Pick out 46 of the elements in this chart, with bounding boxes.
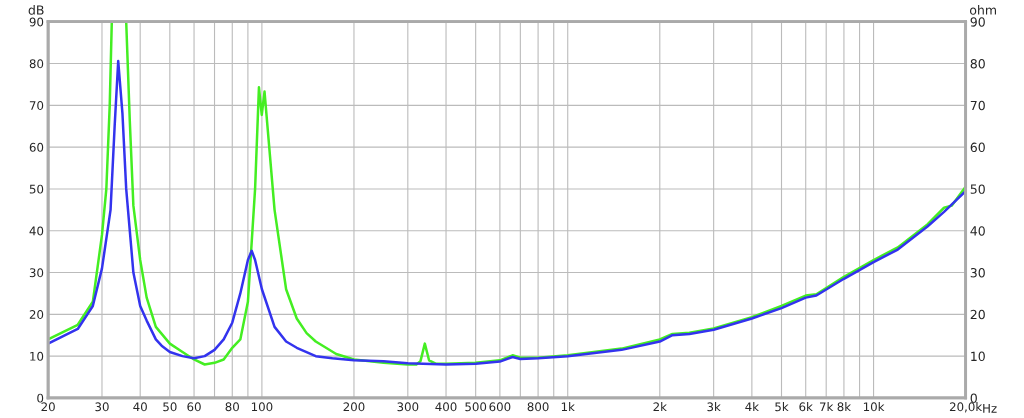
y2-tick-label: 90	[970, 17, 985, 27]
y2-tick-label: 0	[970, 393, 977, 403]
x-tick-label: 800	[527, 402, 549, 412]
y-tick-label: 10	[30, 351, 44, 361]
y2-tick-label: 20	[970, 309, 985, 320]
y-tick-label: 40	[29, 226, 44, 236]
y2-tick-label: 80	[970, 59, 985, 69]
x-tick-label: 7k	[819, 402, 834, 412]
x-tick-label: 300	[397, 402, 419, 412]
y2-axis-title: ohm	[969, 5, 996, 15]
x-axis-title: Hz	[983, 404, 997, 413]
x-tick-label: 100	[251, 402, 273, 412]
x-tick-label: 400	[435, 402, 457, 412]
y-tick-label: 0	[37, 393, 44, 403]
x-tick-label: 20	[41, 402, 55, 412]
y-tick-label: 30	[29, 268, 44, 278]
x-tick-label: 4k	[745, 402, 759, 412]
x-tick-label: 3k	[707, 402, 721, 412]
y2-tick-label: 60	[970, 142, 985, 153]
x-tick-label: 50	[163, 402, 177, 412]
x-tick-label: 6k	[799, 402, 813, 412]
y2-tick-label: 30	[970, 268, 985, 278]
y-tick-label: 90	[29, 17, 44, 27]
x-tick-label: 500	[465, 402, 487, 412]
y-axis-title: dB	[28, 5, 44, 15]
y-tick-label: 20	[29, 310, 44, 319]
y2-tick-label: 50	[970, 184, 985, 194]
x-tick-label: 30	[95, 402, 109, 412]
y2-tick-label: 40	[970, 226, 985, 236]
x-tick-label: 80	[225, 402, 239, 412]
y-tick-label: 80	[29, 59, 44, 69]
x-tick-label: 1k	[561, 402, 575, 412]
y-tick-label: 60	[29, 142, 44, 152]
x-tick-label: 2k	[653, 402, 667, 412]
y-tick-label: 70	[29, 101, 44, 110]
x-tick-label: 8k	[837, 402, 852, 412]
y2-tick-label: 70	[970, 100, 985, 111]
x-tick-label: 40	[133, 402, 147, 412]
x-tick-label: 5k	[775, 402, 789, 412]
x-tick-label: 60	[187, 402, 201, 412]
y-tick-label: 50	[29, 184, 44, 194]
x-tick-label: 200	[343, 402, 365, 412]
y2-tick-label: 10	[971, 351, 985, 362]
x-tick-label: 600	[489, 402, 511, 412]
x-tick-label: 20,0k	[949, 402, 983, 413]
x-tick-label: 10k	[863, 402, 885, 412]
